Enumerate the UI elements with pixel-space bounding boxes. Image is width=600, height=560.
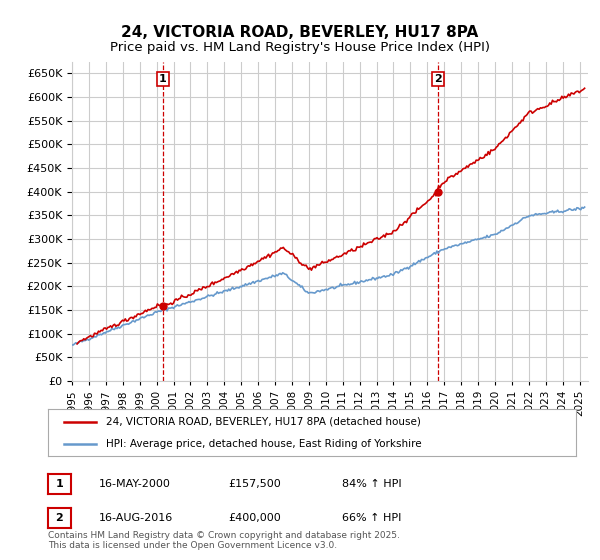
Text: 1: 1 [159,74,167,84]
Text: 16-MAY-2000: 16-MAY-2000 [99,479,171,489]
Text: 24, VICTORIA ROAD, BEVERLEY, HU17 8PA (detached house): 24, VICTORIA ROAD, BEVERLEY, HU17 8PA (d… [106,417,421,427]
Text: 84% ↑ HPI: 84% ↑ HPI [342,479,401,489]
Text: 16-AUG-2016: 16-AUG-2016 [99,513,173,523]
Text: £400,000: £400,000 [228,513,281,523]
Text: £157,500: £157,500 [228,479,281,489]
Text: Price paid vs. HM Land Registry's House Price Index (HPI): Price paid vs. HM Land Registry's House … [110,41,490,54]
Text: 2: 2 [434,74,442,84]
Text: HPI: Average price, detached house, East Riding of Yorkshire: HPI: Average price, detached house, East… [106,438,422,449]
Text: 1: 1 [56,479,63,489]
Text: 66% ↑ HPI: 66% ↑ HPI [342,513,401,523]
Text: Contains HM Land Registry data © Crown copyright and database right 2025.
This d: Contains HM Land Registry data © Crown c… [48,530,400,550]
Text: 2: 2 [56,513,63,523]
Text: 24, VICTORIA ROAD, BEVERLEY, HU17 8PA: 24, VICTORIA ROAD, BEVERLEY, HU17 8PA [121,25,479,40]
